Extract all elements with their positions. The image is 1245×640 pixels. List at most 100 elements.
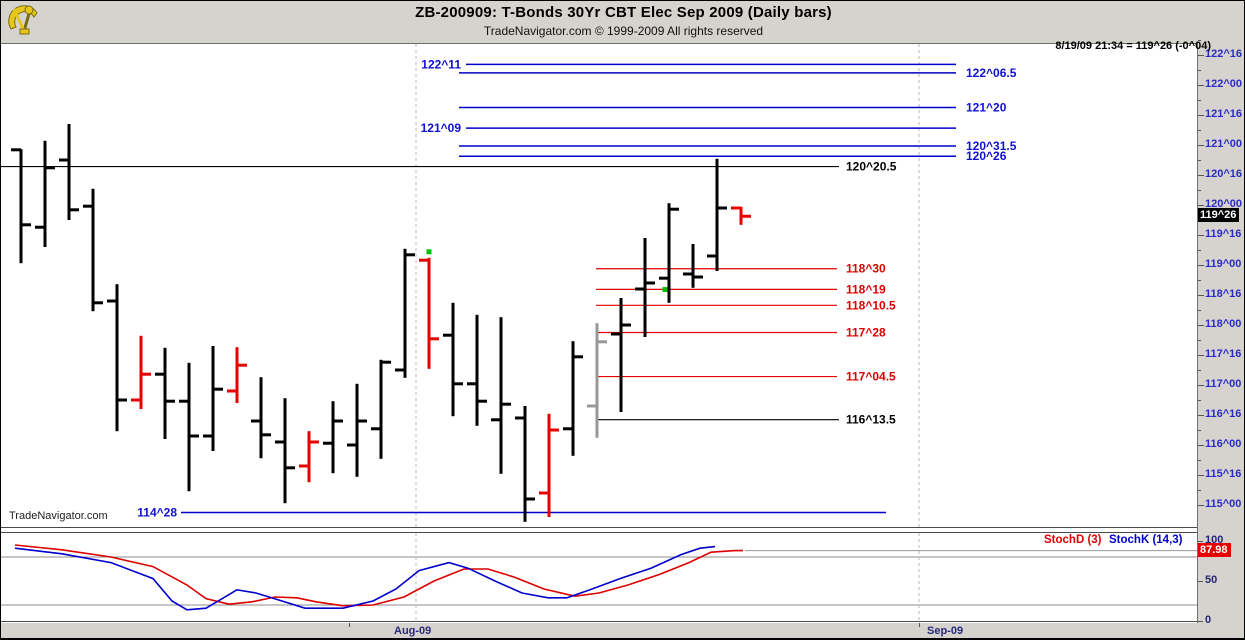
stochastic-panel[interactable]: [1, 532, 1197, 622]
price-bar: [571, 341, 575, 456]
close-tick: [405, 253, 415, 257]
open-tick: [227, 389, 237, 393]
open-tick: [35, 225, 45, 229]
open-tick: [11, 148, 21, 152]
close-tick: [333, 419, 343, 423]
axis-tick: [1198, 55, 1204, 56]
price-level-label: 120^20.5: [846, 160, 897, 174]
axis-tick: [1198, 250, 1201, 251]
close-tick: [549, 428, 559, 432]
month-tick: [349, 623, 350, 627]
close-tick: [381, 360, 391, 364]
open-tick: [107, 299, 117, 303]
close-tick: [741, 214, 751, 218]
chart-title: ZB-200909: T-Bonds 30Yr CBT Elec Sep 200…: [415, 4, 832, 21]
close-tick: [261, 433, 271, 437]
price-level-label: 121^09: [421, 121, 462, 135]
price-axis-label: 116^16: [1205, 408, 1242, 420]
axis-tick: [1198, 621, 1203, 622]
price-bar: [283, 398, 287, 504]
current-price-badge: 119^26: [1198, 208, 1240, 223]
price-axis-label: 119^16: [1205, 228, 1242, 240]
open-tick: [347, 443, 357, 447]
price-axis-label: 122^00: [1205, 78, 1243, 90]
price-bar: [667, 203, 671, 303]
open-tick: [275, 440, 285, 444]
open-tick: [659, 276, 669, 280]
close-tick: [213, 387, 223, 391]
price-axis[interactable]: 119^26 87.98 122^16 122^00 121^16 121^00 120…: [1197, 40, 1244, 626]
price-chart-panel[interactable]: [1, 43, 1197, 528]
open-tick: [539, 491, 549, 495]
axis-tick: [1198, 355, 1204, 356]
axis-tick: [1198, 175, 1204, 176]
price-bar: [211, 346, 215, 451]
price-bar: [475, 314, 479, 426]
price-level-label: 114^28: [137, 506, 177, 520]
close-tick: [669, 207, 679, 211]
time-axis[interactable]: Aug-09 Sep-09: [1, 623, 1244, 638]
stochd-legend-label[interactable]: StochD (3): [1044, 534, 1102, 546]
price-level-label: 122^11: [421, 57, 461, 71]
price-level-label: 116^13.5: [846, 413, 896, 427]
price-bar: [523, 406, 527, 522]
open-tick: [155, 372, 165, 376]
price-level-label: 118^30: [846, 262, 886, 276]
close-tick: [141, 372, 151, 376]
axis-tick: [1198, 370, 1201, 371]
price-bar: [547, 413, 551, 517]
close-tick: [237, 363, 247, 367]
price-bar: [619, 298, 623, 412]
tradenavigator-logo-icon: [7, 3, 43, 37]
price-bar: [91, 188, 95, 312]
price-bar: [499, 317, 503, 474]
axis-tick: [1198, 430, 1201, 431]
price-bar: [163, 347, 167, 439]
axis-tick: [1198, 415, 1204, 416]
price-chart-canvas[interactable]: 122^11 122^06.5 121^20 121^09 120^31.5120^26…: [1, 43, 1197, 528]
price-level-label: 120^31.5: [966, 139, 1017, 153]
close-tick: [477, 399, 487, 403]
current-stoch-badge: 87.98: [1198, 542, 1231, 557]
price-bar: [595, 323, 599, 438]
close-tick: [621, 323, 631, 327]
price-axis-label: 118^16: [1205, 288, 1242, 300]
axis-tick: [1198, 505, 1204, 506]
open-tick: [587, 404, 597, 408]
price-axis-label: 117^00: [1205, 378, 1242, 390]
close-tick: [309, 440, 319, 444]
stochastic-canvas[interactable]: [1, 532, 1197, 622]
stoch-axis-label: 0: [1205, 614, 1212, 626]
close-tick: [453, 382, 463, 386]
chart-subtitle: TradeNavigator.com © 1999-2009 All right…: [483, 24, 764, 38]
open-tick: [59, 158, 69, 162]
price-bar: [355, 383, 359, 477]
close-tick: [93, 301, 103, 305]
price-level-label: 117^04.5: [846, 370, 896, 384]
close-tick: [69, 208, 79, 212]
price-bar: [331, 401, 335, 474]
open-tick: [203, 434, 213, 438]
axis-tick: [1198, 310, 1201, 311]
open-tick: [563, 427, 573, 431]
axis-tick: [1198, 460, 1201, 461]
axis-tick: [1198, 280, 1201, 281]
open-tick: [731, 206, 741, 210]
close-tick: [693, 275, 703, 279]
open-tick: [179, 399, 189, 403]
price-axis-label: 121^00: [1205, 138, 1243, 150]
close-tick: [117, 398, 127, 402]
price-axis-label: 115^00: [1205, 498, 1242, 510]
open-tick: [683, 272, 693, 276]
price-bar: [427, 257, 431, 369]
open-tick: [491, 418, 501, 422]
stochk-legend-label[interactable]: StochK (14,3): [1109, 534, 1183, 546]
open-tick: [467, 382, 477, 386]
close-tick: [165, 399, 175, 403]
axis-tick: [1198, 115, 1204, 116]
stochk-line: [14, 545, 716, 611]
open-tick: [251, 419, 261, 423]
price-axis-label: 117^16: [1205, 348, 1242, 360]
price-level-label: 117^28: [846, 326, 886, 340]
